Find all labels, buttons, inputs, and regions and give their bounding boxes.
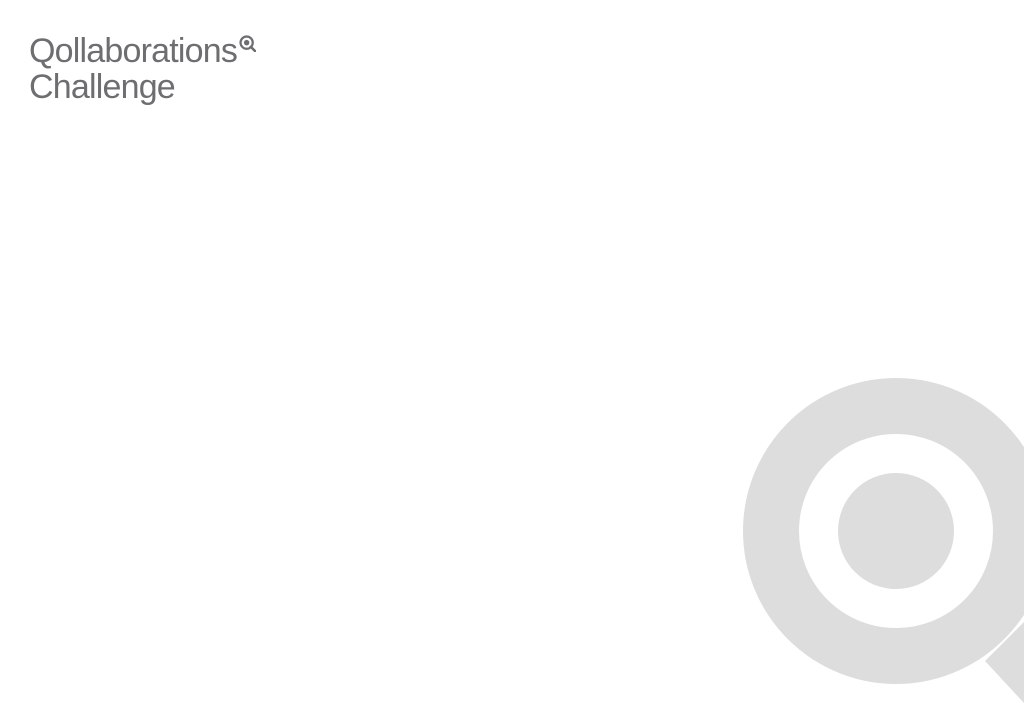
brand-name: Qollaborations <box>29 32 238 70</box>
brand-subtitle: Challenge <box>29 68 176 106</box>
brand-logo: Qollaborations Challenge <box>29 32 257 106</box>
magnifier-q-icon <box>239 35 257 52</box>
magnifier-q-icon <box>743 378 1024 703</box>
brand-title-row: Qollaborations <box>29 32 257 70</box>
watermark-magnifier <box>742 371 1024 703</box>
